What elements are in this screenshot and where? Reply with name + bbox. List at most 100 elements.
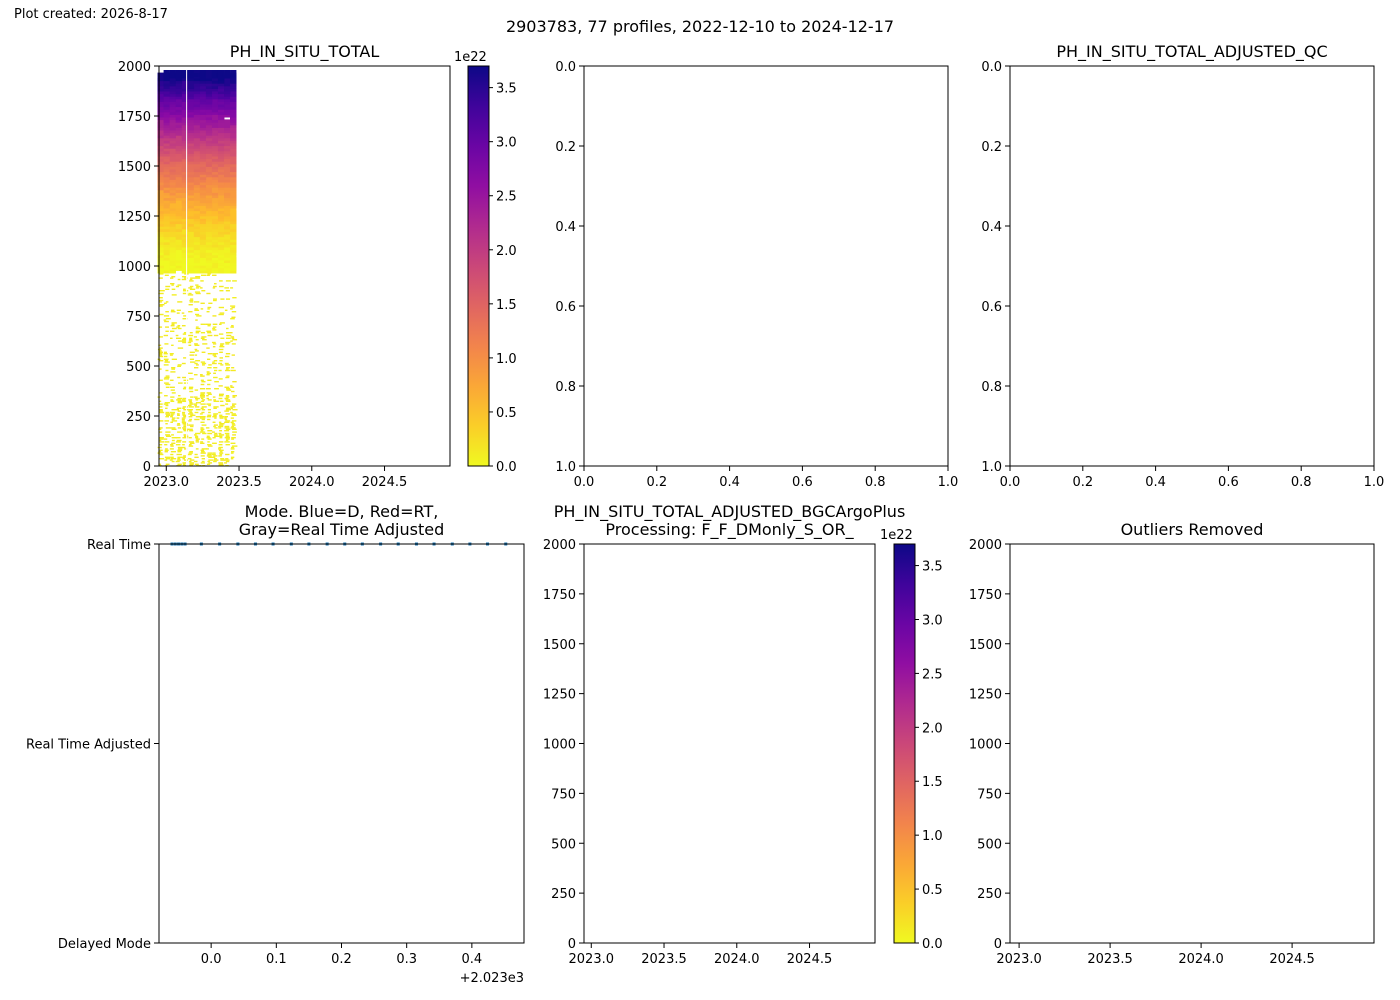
heatmap-cell — [159, 347, 163, 349]
heatmap-cell — [177, 376, 181, 379]
heatmap-cell — [230, 308, 233, 310]
heatmap-cell — [200, 375, 205, 377]
heatmap-cell — [176, 409, 180, 411]
heatmap-cell — [188, 409, 194, 411]
heatmap-cell — [225, 396, 230, 398]
heatmap-cell — [219, 400, 224, 402]
heatmap-cell — [157, 189, 164, 199]
heatmap-cell — [231, 311, 237, 313]
heatmap-cell — [157, 233, 164, 243]
heatmap-cell — [188, 416, 193, 418]
heatmap-cell — [171, 428, 177, 430]
x-tick-label: 2024.5 — [1269, 952, 1315, 967]
heatmap-cell — [231, 367, 235, 369]
heatmap-cell — [170, 400, 175, 402]
heatmap-cell — [214, 435, 220, 437]
heatmap-cell — [189, 442, 195, 444]
heatmap-cell — [231, 451, 235, 453]
heatmap-cell — [200, 383, 205, 386]
heatmap-cell — [207, 332, 212, 334]
x-tick-label: 0.0 — [1000, 475, 1021, 490]
colorbar-tick-label: 2.5 — [496, 190, 517, 205]
heatmap-cell — [206, 403, 212, 405]
heatmap-cell — [187, 262, 195, 271]
heatmap-cell — [164, 451, 168, 453]
heatmap-cell — [219, 435, 223, 437]
heatmap-cell — [230, 189, 237, 199]
heatmap-cell — [207, 353, 213, 355]
heatmap-cell — [230, 411, 233, 414]
heatmap-cell — [170, 458, 177, 460]
heatmap-cell — [219, 346, 225, 348]
heatmap-cell — [213, 424, 218, 426]
heatmap-cell — [207, 325, 211, 327]
heatmap-cell — [195, 330, 201, 332]
heatmap-cell — [218, 448, 222, 450]
heatmap-cell — [194, 308, 198, 310]
heatmap-cell — [205, 388, 211, 390]
heatmap-cell — [206, 274, 210, 276]
heatmap-cell — [171, 284, 174, 286]
heatmap-cell — [189, 337, 193, 339]
heatmap-cell — [159, 438, 164, 440]
heatmap-cell — [177, 414, 180, 416]
x-tick-label: 2024.0 — [1178, 952, 1224, 967]
heatmap-cell — [193, 228, 201, 238]
heatmap-cell — [224, 427, 230, 429]
axes-title-line-1: PH_IN_SITU_TOTAL_ADJUSTED_BGCArgoPlus — [554, 502, 906, 522]
axes-title: PH_IN_SITU_TOTAL_ADJUSTED_QC — [1056, 42, 1327, 62]
heatmap-cell — [213, 407, 217, 409]
heatmap-cell — [164, 420, 170, 422]
heatmap-cell — [181, 325, 186, 327]
y-tick-label: 1250 — [969, 688, 1002, 703]
heatmap-cell — [202, 339, 207, 341]
heatmap-cell — [225, 332, 231, 334]
heatmap-cell — [211, 362, 217, 365]
heatmap-cell — [165, 311, 169, 313]
x-tick-label: 2024.0 — [714, 952, 760, 967]
heatmap-cell — [199, 249, 207, 258]
heatmap-cell — [225, 364, 231, 366]
heatmap-cell — [183, 332, 187, 334]
heatmap-cell — [188, 334, 194, 337]
heatmap-cell — [177, 327, 182, 330]
heatmap-cell — [212, 437, 216, 439]
heatmap-cell — [165, 434, 171, 436]
heatmap-cell — [224, 416, 228, 418]
heatmap-cell — [164, 459, 168, 461]
heatmap-cell — [182, 318, 188, 320]
y-tick-label: 1750 — [543, 588, 576, 603]
heatmap-cell — [205, 427, 210, 429]
heatmap-cell — [171, 392, 176, 394]
heatmap-cell — [200, 287, 203, 289]
heatmap-cell — [211, 453, 216, 456]
heatmap-cell — [200, 441, 204, 443]
colorbar-tick-label: 3.5 — [922, 560, 943, 575]
heatmap-cell — [183, 277, 188, 279]
heatmap-cell — [171, 294, 177, 296]
heatmap-cell — [188, 344, 192, 346]
heatmap-cell — [182, 456, 186, 458]
heatmap-cell — [218, 446, 223, 449]
heatmap-cell — [165, 375, 170, 377]
heatmap-cell — [189, 430, 194, 432]
subplot-empty1: 0.0 0.2 0.4 0.6 0.8 1.00.00.20.40.60.81.0 — [555, 60, 958, 490]
heatmap-cell — [224, 432, 230, 435]
heatmap-cell — [158, 400, 162, 402]
heatmap-cell — [226, 400, 231, 402]
heatmap-cell — [207, 453, 212, 456]
heatmap-cell — [158, 353, 163, 355]
heatmap-cell — [200, 462, 205, 464]
heatmap-cell — [207, 418, 211, 421]
heatmap-cell — [171, 323, 175, 325]
heatmap-cell — [158, 277, 163, 279]
heatmap-cell — [218, 421, 222, 423]
heatmap-cell — [231, 423, 235, 425]
heatmap-cell — [188, 292, 192, 295]
heatmap-cell — [230, 129, 237, 139]
heatmap-cell — [224, 309, 228, 311]
y-tick-label: 2000 — [543, 538, 576, 553]
y-tick-label: 1000 — [543, 738, 576, 753]
y-tick-label: Real Time — [87, 538, 151, 553]
heatmap-cell — [170, 456, 174, 458]
